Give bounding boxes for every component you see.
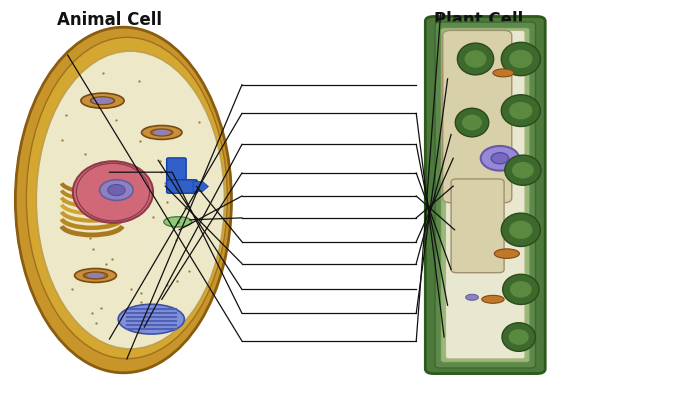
- Ellipse shape: [493, 69, 514, 77]
- Ellipse shape: [509, 221, 533, 239]
- Ellipse shape: [27, 37, 228, 359]
- Ellipse shape: [75, 268, 116, 282]
- Text: Animal Cell: Animal Cell: [57, 11, 162, 29]
- Ellipse shape: [81, 93, 124, 108]
- FancyBboxPatch shape: [442, 30, 512, 203]
- FancyBboxPatch shape: [167, 158, 186, 183]
- Ellipse shape: [36, 51, 225, 349]
- Ellipse shape: [465, 50, 486, 68]
- Ellipse shape: [92, 98, 113, 104]
- Ellipse shape: [83, 272, 108, 279]
- Ellipse shape: [491, 153, 509, 164]
- Ellipse shape: [501, 42, 540, 76]
- Ellipse shape: [466, 294, 478, 300]
- Ellipse shape: [455, 108, 489, 137]
- Ellipse shape: [118, 304, 184, 334]
- Ellipse shape: [509, 102, 533, 119]
- Ellipse shape: [87, 273, 104, 278]
- Ellipse shape: [457, 43, 494, 75]
- Ellipse shape: [501, 95, 540, 126]
- Ellipse shape: [482, 295, 504, 303]
- FancyBboxPatch shape: [435, 22, 536, 368]
- FancyBboxPatch shape: [445, 30, 525, 359]
- Ellipse shape: [509, 50, 533, 68]
- Ellipse shape: [462, 115, 482, 130]
- FancyBboxPatch shape: [451, 179, 504, 273]
- Ellipse shape: [503, 274, 539, 304]
- FancyBboxPatch shape: [440, 28, 530, 362]
- Ellipse shape: [73, 161, 153, 223]
- Ellipse shape: [99, 180, 133, 200]
- Ellipse shape: [90, 97, 115, 105]
- Ellipse shape: [164, 217, 192, 227]
- Ellipse shape: [512, 162, 534, 178]
- FancyBboxPatch shape: [426, 16, 545, 374]
- Ellipse shape: [481, 146, 519, 171]
- Ellipse shape: [501, 213, 540, 246]
- Ellipse shape: [141, 126, 182, 140]
- Ellipse shape: [505, 155, 541, 185]
- Ellipse shape: [509, 329, 528, 345]
- Ellipse shape: [494, 249, 519, 258]
- Ellipse shape: [108, 184, 125, 196]
- Ellipse shape: [510, 281, 532, 298]
- FancyBboxPatch shape: [167, 180, 197, 193]
- Ellipse shape: [15, 27, 232, 373]
- Ellipse shape: [153, 130, 171, 135]
- Ellipse shape: [502, 323, 536, 351]
- FancyArrow shape: [193, 180, 209, 192]
- Ellipse shape: [150, 129, 173, 136]
- Text: Plant Cell: Plant Cell: [435, 11, 524, 29]
